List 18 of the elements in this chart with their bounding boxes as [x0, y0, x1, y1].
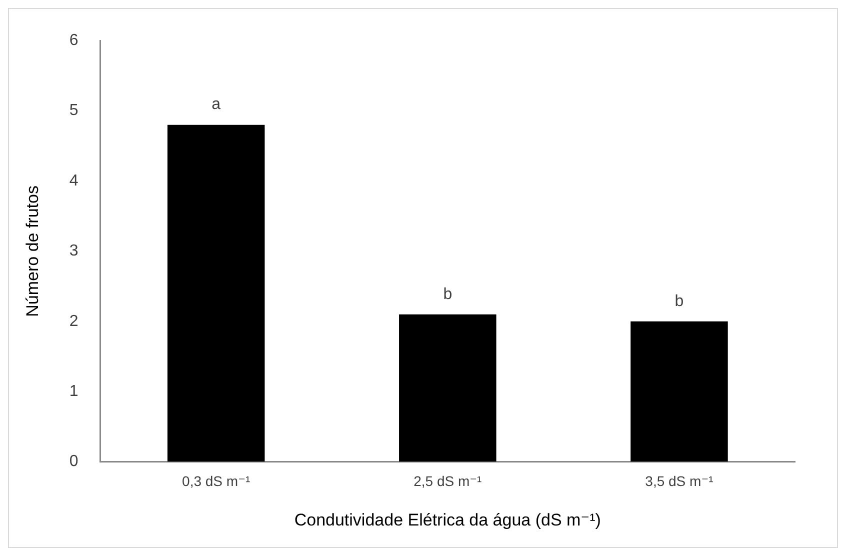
y-tick-label: 6: [69, 32, 78, 50]
annotation: a: [212, 96, 221, 114]
bar: [399, 314, 496, 462]
y-tick-label: 2: [69, 312, 78, 330]
annotation: b: [674, 292, 684, 310]
bar: [167, 124, 265, 462]
y-tick-label: 3: [69, 242, 78, 260]
y-tick-label: 4: [69, 172, 78, 190]
y-tick-label: 5: [69, 102, 78, 120]
x-tick-label: 2,5 dS m⁻¹: [414, 473, 482, 490]
bar: [630, 321, 728, 462]
x-tick-label: 0,3 dS m⁻¹: [182, 473, 250, 490]
y-tick-label: 0: [69, 453, 78, 470]
x-axis-title: Condutividade Elétrica da água (dS m⁻¹): [294, 510, 601, 530]
x-tick-label: 3,5 dS m⁻¹: [645, 473, 714, 490]
y-tick-label: 1: [69, 383, 78, 400]
annotation: b: [443, 286, 452, 303]
y-axis-title: Número de frutos: [22, 186, 42, 317]
